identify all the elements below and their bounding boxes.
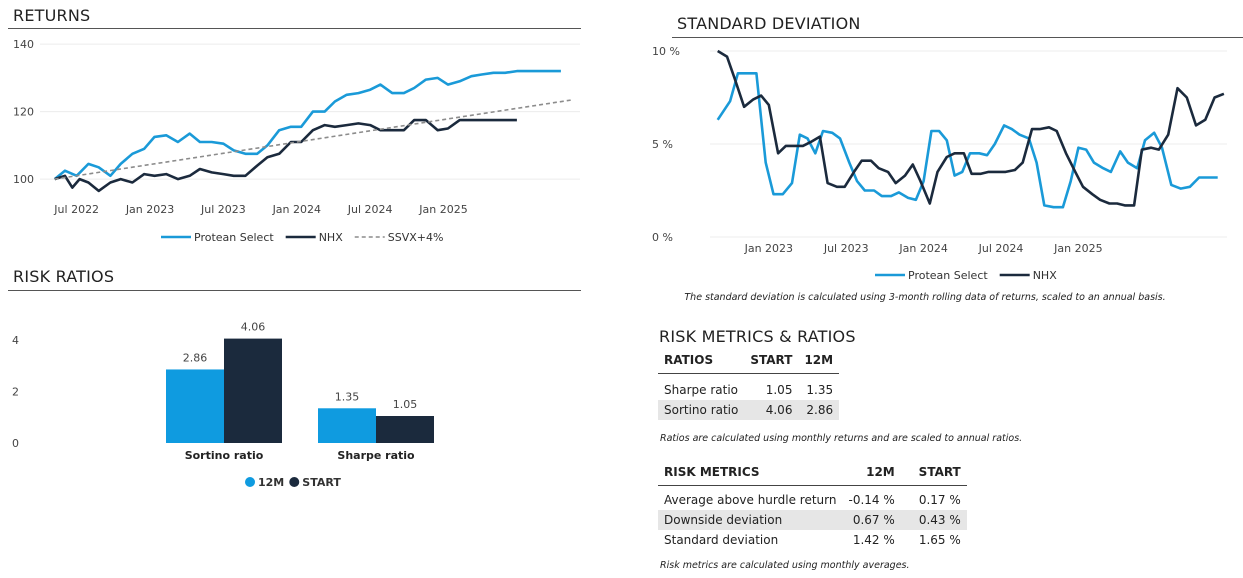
std-dev-title-rule — [672, 37, 1243, 38]
bar-12m-sortino-ratio — [166, 369, 224, 443]
y-tick-label: 10 % — [652, 45, 680, 58]
ratios-table: RATIOS START 12M Sharpe ratio 1.05 1.35 … — [658, 347, 840, 420]
table-row: Downside deviation 0.67 % 0.43 % — [658, 510, 967, 530]
metric-12m: -0.14 % — [848, 493, 895, 507]
y-tick-label: 140 — [13, 38, 34, 51]
y-tick-label: 2 — [12, 386, 19, 399]
bar-12m-sharpe-ratio — [318, 408, 376, 443]
ratio-12m: 1.35 — [806, 382, 834, 397]
x-tick-label: Jul 2024 — [347, 203, 393, 216]
legend-swatch — [245, 477, 255, 487]
ratio-label: Sharpe ratio — [664, 382, 738, 397]
y-tick-label: 120 — [13, 106, 34, 119]
series-line-protean-select — [716, 71, 1218, 209]
ratio-12m: 2.86 — [798, 399, 840, 420]
x-tick-label: Jan 2025 — [418, 203, 467, 216]
metric-start: 0.17 % — [918, 493, 961, 507]
ratios-header-12m: 12M — [798, 347, 840, 374]
y-tick-label: 0 % — [652, 231, 673, 244]
metric-label: Standard deviation — [664, 533, 779, 547]
table-row: Sharpe ratio 1.05 1.35 — [658, 380, 839, 400]
table-row: Standard deviation 1.42 % 1.65 % — [658, 530, 967, 550]
series-line-protean-select — [53, 69, 561, 181]
returns-chart: 100 120 140 Jul 2022 Jan 2023 Jul 2023 Jan 202… — [13, 38, 580, 244]
metric-12m: 1.42 % — [852, 533, 895, 547]
x-category-label: Sharpe ratio — [337, 449, 415, 462]
ratios-note: Ratios are calculated using monthly retu… — [660, 433, 1023, 444]
table-row: Average above hurdle return -0.14 % 0.17… — [658, 490, 967, 510]
data-label: 1.05 — [393, 398, 418, 411]
risk-ratios-chart: 0 2 4 2.86 4.06 Sortino ratio 1.35 1.05 Sharpe r… — [12, 321, 434, 489]
metric-label: Average above hurdle return — [664, 493, 837, 507]
metrics-header-label: RISK METRICS — [658, 459, 843, 486]
metrics-header-12m: 12M — [842, 459, 901, 486]
metric-12m: 0.67 % — [842, 510, 901, 530]
legend-label: Protean Select — [194, 231, 274, 244]
y-tick-label: 4 — [12, 334, 19, 347]
legend-label: Protean Select — [908, 269, 988, 282]
x-tick-label: Jul 2024 — [978, 242, 1024, 255]
x-tick-label: Jan 2024 — [272, 203, 321, 216]
y-tick-label: 0 — [12, 437, 19, 450]
x-tick-label: Jan 2024 — [898, 242, 947, 255]
x-tick-label: Jul 2023 — [200, 203, 246, 216]
series-line-nhx — [717, 49, 1225, 207]
y-tick-label: 100 — [13, 173, 34, 186]
x-tick-label: Jul 2022 — [53, 203, 99, 216]
risk-ratios-title: RISK RATIOS — [13, 267, 115, 286]
ratio-start: 4.06 — [744, 399, 799, 420]
bar-start-sortino-ratio — [224, 338, 282, 443]
x-tick-label: Jul 2023 — [823, 242, 869, 255]
legend-label: SSVX+4% — [388, 231, 444, 244]
data-label: 4.06 — [241, 321, 266, 334]
metric-start: 1.65 % — [918, 533, 961, 547]
std-dev-title: STANDARD DEVIATION — [677, 14, 861, 33]
risk-metrics-table: RISK METRICS 12M START Average above hur… — [658, 459, 967, 550]
x-category-label: Sortino ratio — [185, 449, 264, 462]
std-dev-chart: 0 % 5 % 10 % Jan 2023 Jul 2023 Jan 2024 Jul 20… — [652, 45, 1227, 282]
returns-title-rule — [8, 28, 581, 29]
metric-start: 0.43 % — [900, 510, 967, 530]
legend-label: NHX — [1033, 269, 1058, 282]
series-line-nhx — [54, 118, 517, 193]
returns-title: RETURNS — [13, 6, 91, 25]
ratio-start: 1.05 — [765, 382, 793, 397]
ratios-header-label: RATIOS — [658, 347, 745, 374]
metrics-note: Risk metrics are calculated using monthl… — [660, 560, 910, 571]
bar-start-sharpe-ratio — [376, 416, 434, 443]
x-tick-label: Jan 2025 — [1053, 242, 1102, 255]
ratios-header-start: START — [744, 347, 799, 374]
y-tick-label: 5 % — [652, 138, 673, 151]
metric-label: Downside deviation — [658, 510, 843, 530]
data-label: 2.86 — [183, 351, 208, 364]
ratio-label: Sortino ratio — [658, 399, 745, 420]
metrics-header-start: START — [900, 459, 967, 486]
x-tick-label: Jan 2023 — [744, 242, 793, 255]
legend-label: 12M — [258, 476, 284, 489]
std-dev-note: The standard deviation is calculated usi… — [684, 292, 1166, 303]
x-tick-label: Jan 2023 — [125, 203, 174, 216]
legend-swatch — [289, 477, 300, 487]
series-line-ssvx-4 — [54, 99, 573, 180]
legend-label: START — [302, 476, 341, 489]
legend-label: NHX — [319, 231, 344, 244]
risk-metrics-title: RISK METRICS & RATIOS — [659, 327, 856, 346]
risk-ratios-title-rule — [8, 290, 581, 291]
table-row: Sortino ratio 4.06 2.86 — [658, 399, 840, 420]
data-label: 1.35 — [335, 390, 360, 403]
